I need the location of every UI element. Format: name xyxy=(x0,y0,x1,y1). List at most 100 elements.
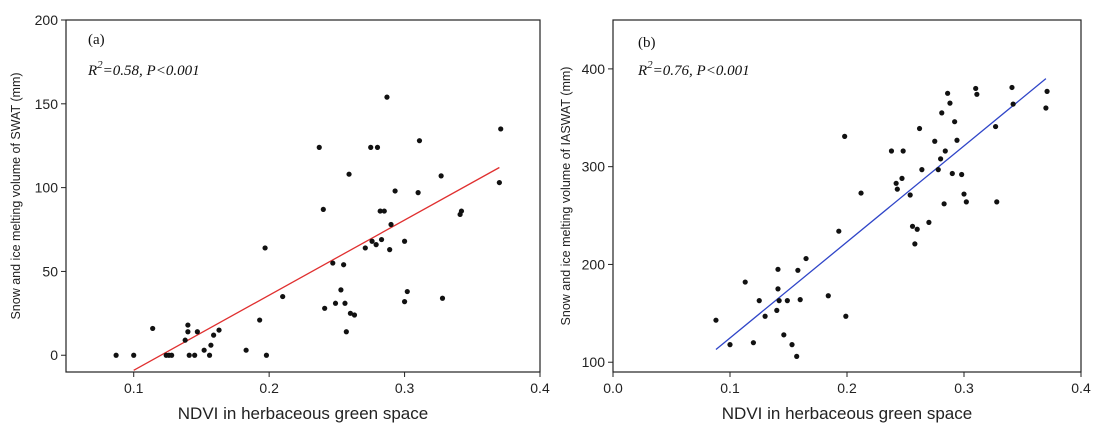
data-point xyxy=(401,299,408,305)
data-point xyxy=(404,288,410,295)
data-point xyxy=(945,90,951,96)
data-point xyxy=(994,199,1000,205)
data-point xyxy=(439,295,446,301)
panel-label: (a) xyxy=(88,32,105,48)
data-point xyxy=(185,322,191,328)
x-tick-label: 0.4 xyxy=(1071,380,1091,396)
panel-a: (a) R2=0.58, P<0.001 NDVI in herbaceous … xyxy=(9,12,550,423)
data-point xyxy=(262,245,268,251)
data-point xyxy=(392,188,398,194)
data-point xyxy=(974,91,980,97)
data-point xyxy=(756,298,762,304)
data-point xyxy=(131,352,137,358)
x-tick-label: 0.2 xyxy=(259,380,279,396)
stat-annotation: R2=0.76, P<0.001 xyxy=(637,59,750,79)
data-point xyxy=(836,228,842,234)
data-point xyxy=(342,300,348,306)
data-point xyxy=(208,342,214,348)
data-point xyxy=(381,208,387,214)
data-point xyxy=(742,279,748,285)
data-point xyxy=(963,199,969,205)
y-tick-label: 200 xyxy=(35,12,59,28)
stat-r: R xyxy=(637,63,647,79)
data-point xyxy=(941,201,947,207)
data-point xyxy=(919,167,925,173)
stat-sup: 2 xyxy=(97,59,103,71)
data-point xyxy=(899,175,905,181)
data-point xyxy=(781,332,787,338)
y-tick-label: 400 xyxy=(582,61,606,77)
x-axis-label: NDVI in herbaceous green space xyxy=(722,404,972,423)
data-point xyxy=(893,180,899,186)
data-point xyxy=(257,317,263,323)
data-point xyxy=(343,329,349,335)
data-point xyxy=(316,144,322,150)
y-tick-label: 300 xyxy=(582,159,606,175)
data-point xyxy=(169,352,175,358)
regression-line xyxy=(715,78,1047,351)
data-point xyxy=(942,148,948,154)
data-point xyxy=(458,208,465,214)
data-point xyxy=(947,100,953,106)
data-point xyxy=(263,352,270,358)
data-point xyxy=(113,352,119,358)
data-point xyxy=(341,262,347,268)
y-tick-label: 100 xyxy=(35,180,59,196)
x-tick-label: 0.3 xyxy=(395,380,415,396)
data-point xyxy=(794,353,800,359)
stat-r: R xyxy=(87,63,97,79)
y-tick-label: 150 xyxy=(35,96,59,112)
data-point xyxy=(373,242,379,248)
data-point xyxy=(416,138,423,144)
data-point xyxy=(1009,84,1015,91)
data-point xyxy=(201,347,207,353)
data-point xyxy=(935,167,941,173)
data-point xyxy=(320,206,326,213)
data-point xyxy=(914,226,920,232)
data-point xyxy=(797,297,803,303)
data-point xyxy=(789,342,795,348)
data-point xyxy=(438,173,444,179)
data-point xyxy=(387,247,393,253)
data-point xyxy=(784,298,790,304)
data-point xyxy=(973,85,979,92)
data-point xyxy=(374,144,381,150)
data-point xyxy=(378,236,385,243)
data-point xyxy=(916,125,923,132)
data-point xyxy=(211,332,217,338)
x-tick-label: 0.2 xyxy=(837,380,857,396)
data-point xyxy=(216,327,222,333)
data-point xyxy=(346,171,352,177)
stat-rest: =0.58, P<0.001 xyxy=(103,63,200,79)
data-point xyxy=(992,123,999,130)
data-point xyxy=(713,317,719,323)
y-axis-label: Snow and ice melting volume of IASWAT (m… xyxy=(559,67,573,326)
x-tick-label: 0.1 xyxy=(720,380,740,396)
stat-rest: =0.76, P<0.001 xyxy=(653,63,750,79)
data-point xyxy=(351,312,358,318)
data-point xyxy=(900,148,906,154)
x-tick-label: 0.1 xyxy=(124,380,144,396)
data-point xyxy=(938,156,944,162)
data-point xyxy=(888,148,895,154)
x-tick-label: 0.4 xyxy=(530,380,550,396)
data-point xyxy=(750,340,757,346)
data-point xyxy=(843,313,849,319)
data-point xyxy=(961,191,967,197)
data-point xyxy=(894,186,900,192)
data-point xyxy=(186,352,192,358)
data-point xyxy=(496,179,502,186)
data-point xyxy=(415,190,421,196)
data-point xyxy=(939,110,945,116)
x-axis-label: NDVI in herbaceous green space xyxy=(178,404,428,423)
data-point xyxy=(401,238,408,244)
data-point xyxy=(280,293,286,300)
y-tick-label: 100 xyxy=(582,354,606,370)
data-point xyxy=(243,347,249,353)
data-point xyxy=(388,221,394,228)
panel-label: (b) xyxy=(638,35,656,51)
data-point xyxy=(954,137,960,143)
data-point xyxy=(776,298,782,304)
y-axis-label: Snow and ice melting volume of SWAT (mm) xyxy=(9,72,23,319)
data-point xyxy=(185,329,191,335)
